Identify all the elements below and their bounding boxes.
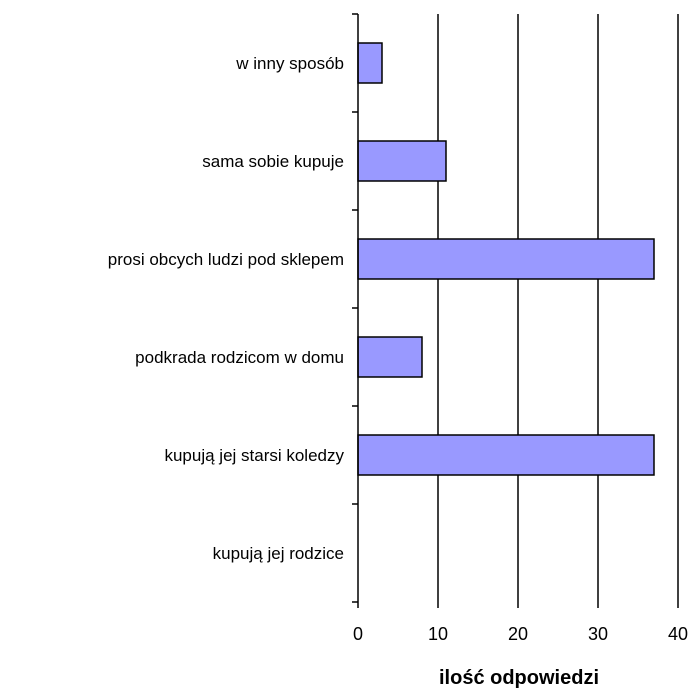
grid-lines (437, 14, 679, 602)
bar (357, 140, 447, 182)
category-label: w inny sposób (235, 54, 344, 73)
bar (357, 238, 655, 280)
bar (357, 42, 383, 84)
x-axis-title: ilość odpowiedzi (439, 667, 599, 689)
bar (357, 434, 655, 476)
x-tick-label: 0 (353, 624, 363, 644)
category-label: prosi obcych ludzi pod sklepem (108, 250, 344, 269)
bar (357, 336, 423, 378)
x-tick-label: 40 (668, 624, 688, 644)
x-tick-label: 20 (508, 624, 528, 644)
category-label: kupują jej rodzice (213, 544, 344, 563)
x-tick-label: 10 (428, 624, 448, 644)
axes (352, 13, 679, 608)
x-tick-label: 30 (588, 624, 608, 644)
category-label: sama sobie kupuje (202, 152, 344, 171)
category-labels: w inny sposób sama sobie kupuje prosi obcy… (108, 54, 345, 563)
bars (357, 42, 655, 476)
category-label: podkrada rodzicom w domu (135, 348, 344, 367)
x-tick-labels: 0 10 20 30 40 (353, 624, 688, 644)
category-label: kupują jej starsi koledzy (164, 446, 344, 465)
